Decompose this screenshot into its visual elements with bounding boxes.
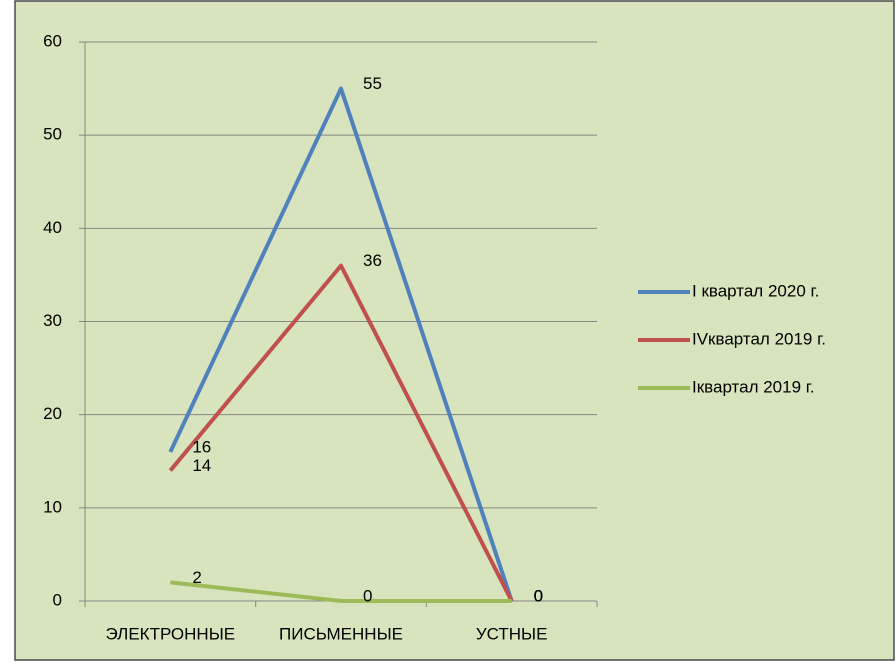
series-line bbox=[170, 580, 512, 603]
y-tick-label: 20 bbox=[43, 404, 62, 423]
y-tick-label: 0 bbox=[53, 590, 62, 609]
data-label: 0 bbox=[363, 586, 372, 605]
data-label: 14 bbox=[192, 456, 211, 475]
y-tick-label: 10 bbox=[43, 497, 62, 516]
y-tick-label: 50 bbox=[43, 125, 62, 144]
y-tick-label: 60 bbox=[43, 31, 62, 50]
y-tick-label: 40 bbox=[43, 218, 62, 237]
y-tick-label: 30 bbox=[43, 311, 62, 330]
data-label: 2 bbox=[192, 568, 201, 587]
data-label: 0 bbox=[534, 586, 543, 605]
data-label: 0 bbox=[534, 586, 543, 605]
series-line bbox=[168, 263, 514, 602]
data-label: 36 bbox=[363, 251, 382, 270]
data-label: 55 bbox=[363, 74, 382, 93]
data-label: 0 bbox=[534, 586, 543, 605]
chart-background bbox=[14, 0, 895, 661]
legend-label: IVквартал 2019 г. bbox=[692, 329, 826, 348]
legend-label: Iквартал 2019 г. bbox=[692, 377, 815, 396]
x-tick-label: УСТНЫЕ bbox=[476, 624, 548, 643]
series-line bbox=[168, 86, 514, 602]
x-tick-label: ЭЛЕКТРОННЫЕ bbox=[106, 624, 236, 643]
x-tick-label: ПИСЬМЕННЫЕ bbox=[279, 624, 403, 643]
legend-label: I квартал 2020 г. bbox=[692, 281, 819, 300]
data-label: 16 bbox=[192, 437, 211, 456]
